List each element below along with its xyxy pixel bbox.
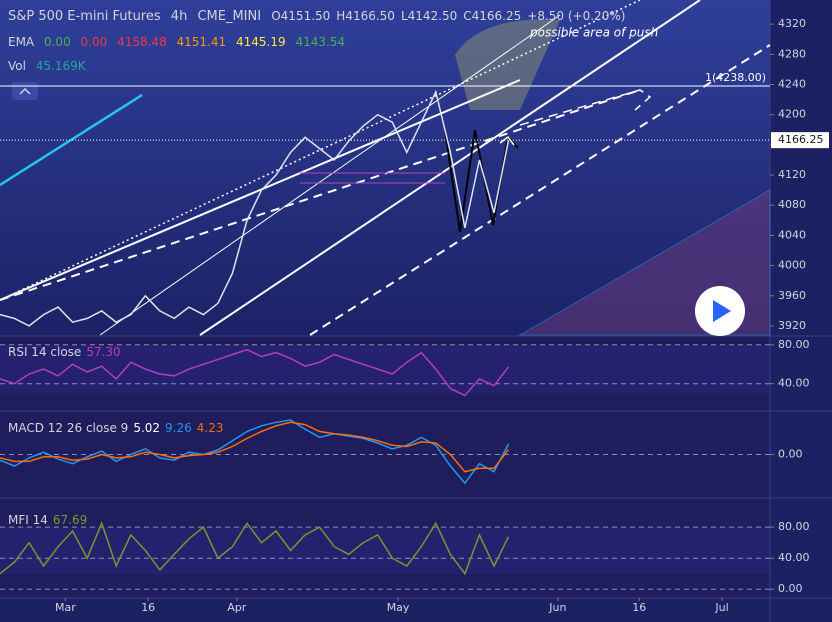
- mfi-band: [0, 527, 770, 574]
- ema-value: 4151.41: [176, 35, 227, 49]
- y-tick-label: 4000: [778, 259, 806, 272]
- exchange: CME_MINI: [197, 9, 262, 24]
- y-tick-label: 3960: [778, 289, 806, 302]
- y-tick-label: 4080: [778, 198, 806, 211]
- y-tick-label: 4120: [778, 168, 806, 181]
- y-tick-label: 4240: [778, 78, 806, 91]
- vol-value: 45.169K: [35, 59, 86, 73]
- y-tick-label: 4320: [778, 17, 806, 30]
- macd-signal: 4.23: [196, 421, 224, 435]
- rsi-value: 57.30: [86, 345, 121, 359]
- macd-title: MACD 12 26 close 9: [8, 421, 129, 435]
- rsi-title: RSI 14 close: [8, 345, 82, 359]
- collapse-button[interactable]: [12, 82, 38, 100]
- x-tick-label: May: [387, 601, 410, 614]
- change: +8.50 (+0.20%): [527, 9, 626, 23]
- y-tick-label: 40.00: [778, 377, 810, 390]
- open: O4151.50: [271, 9, 331, 23]
- mfi-title: MFI 14: [8, 513, 48, 527]
- series-line: [0, 89, 510, 327]
- y-tick-label: 80.00: [778, 338, 810, 351]
- rsi-band: [0, 345, 770, 393]
- symbol: S&P 500 E-mini Futures: [8, 9, 161, 24]
- play-icon: [713, 300, 731, 322]
- x-tick-label: Apr: [227, 601, 247, 614]
- x-tick-label: Jul: [714, 601, 728, 614]
- x-tick-label: Jun: [548, 601, 566, 614]
- series-line: [0, 348, 510, 397]
- y-tick-label: 80.00: [778, 520, 810, 533]
- series-line: [0, 421, 510, 473]
- macd-hist: 5.02: [133, 421, 161, 435]
- low: L4142.50: [400, 9, 458, 23]
- last-price-label: 4166.25: [778, 133, 824, 146]
- macd-legend: MACD 12 26 close 9 5.02 9.26 4.23: [8, 421, 228, 435]
- y-tick-label: 3920: [778, 319, 806, 332]
- header: S&P 500 E-mini Futures 4h CME_MINI O4151…: [8, 9, 631, 24]
- ema-legend: EMA 0.00 0.00 4158.48 4151.41 4145.19 41…: [8, 35, 351, 49]
- level-label: 1(4238.00): [705, 71, 766, 84]
- ema-value: 4145.19: [235, 35, 286, 49]
- mfi-value: 67.69: [52, 513, 88, 527]
- annotation: possible area of push: [529, 26, 658, 40]
- ema-value: 4158.48: [117, 35, 167, 49]
- ema-value: 0.00: [43, 35, 71, 49]
- y-tick-label: 4200: [778, 108, 806, 121]
- ema-value: 4143.54: [295, 35, 346, 49]
- x-tick-label: 16: [141, 601, 155, 614]
- collapse-icon: [19, 87, 31, 95]
- ema-value: 0.00: [80, 35, 108, 49]
- y-tick-label: 4040: [778, 228, 806, 241]
- mfi-legend: MFI 14 67.69: [8, 513, 92, 527]
- series-line: [0, 521, 510, 576]
- y-tick-label: 40.00: [778, 551, 810, 564]
- x-tick-label: Mar: [55, 601, 76, 614]
- interval: 4h: [170, 9, 188, 24]
- x-tick-label: 16: [632, 601, 646, 614]
- series-line: [0, 419, 510, 485]
- vol-legend: Vol 45.169K: [8, 59, 92, 73]
- vol-label: Vol: [8, 59, 26, 73]
- y-tick-label: 0.00: [778, 582, 803, 595]
- y-tick-label: 4280: [778, 47, 806, 60]
- last-price-box: [771, 132, 829, 149]
- high: H4166.50: [336, 9, 395, 23]
- close: C4166.25: [463, 9, 522, 23]
- y-tick-label: 0.00: [778, 448, 803, 461]
- ema-label: EMA: [8, 35, 35, 49]
- macd-value: 9.26: [165, 421, 192, 435]
- rsi-legend: RSI 14 close 57.30: [8, 345, 126, 359]
